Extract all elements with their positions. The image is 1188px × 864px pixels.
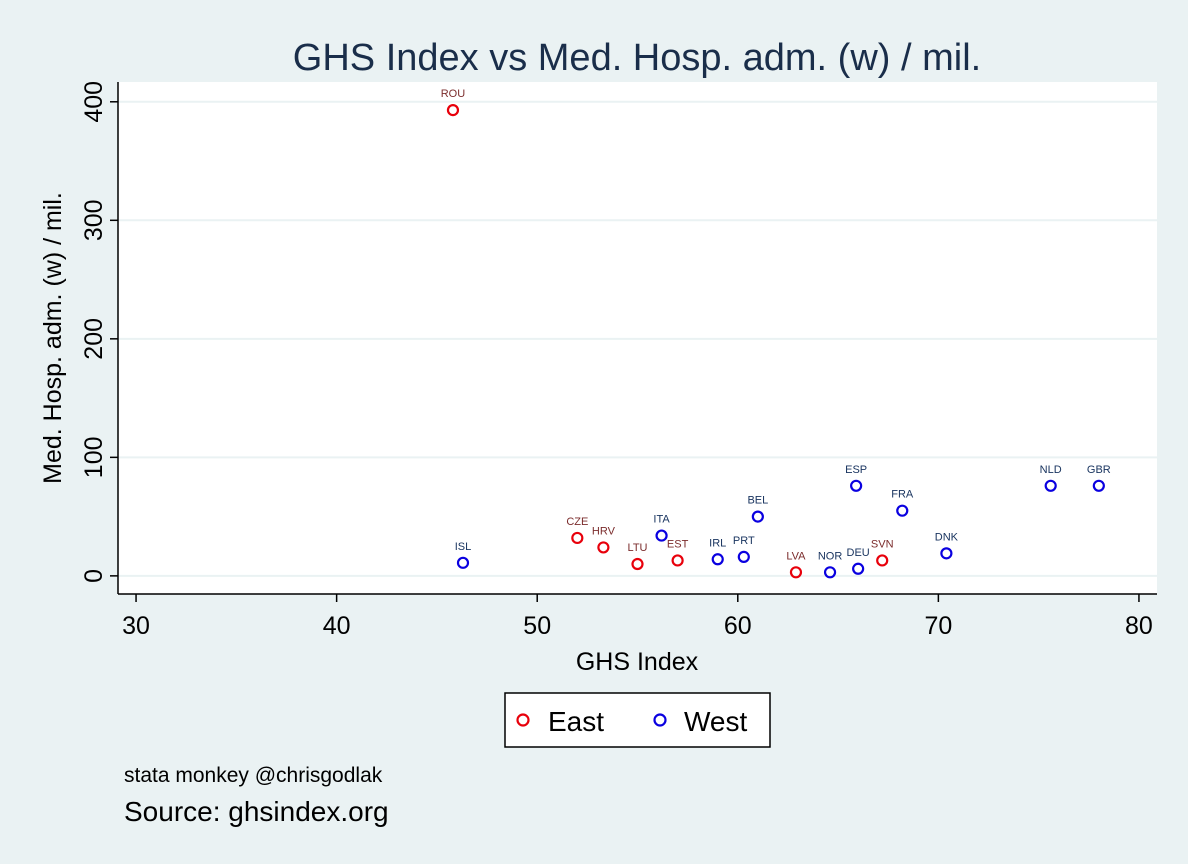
data-point-ltu [631, 557, 644, 571]
data-point-est [671, 554, 684, 567]
point-label-fra: FRA [891, 489, 914, 501]
data-point-ita [655, 529, 668, 542]
x-axis-ticks: 30 40 50 60 70 80 [122, 594, 1153, 640]
point-label-ita: ITA [653, 514, 670, 526]
source-note: Source: ghsindex.org [124, 796, 389, 827]
point-label-est: EST [667, 538, 689, 550]
data-point-fra [896, 504, 909, 517]
y-tick-label: 100 [80, 436, 108, 478]
data-point-irl [711, 553, 724, 566]
legend-box [504, 692, 771, 748]
y-tick-label: 300 [80, 199, 108, 241]
point-label-gbr: GBR [1087, 464, 1111, 476]
data-point-nld [1044, 479, 1057, 492]
point-label-prt: PRT [733, 535, 755, 547]
data-point-svn [876, 554, 889, 567]
point-label-ltu: LTU [628, 542, 648, 554]
data-point-isl [456, 556, 470, 569]
x-tick-label: 40 [323, 612, 351, 640]
x-tick-label: 70 [924, 612, 952, 640]
point-label-hrv: HRV [592, 525, 616, 537]
point-label-cze: CZE [566, 516, 588, 528]
legend-marker-west [653, 713, 667, 727]
chart-title: GHS Index vs Med. Hosp. adm. (w) / mil. [293, 37, 981, 79]
y-tick-label: 400 [80, 81, 108, 123]
data-point-deu [852, 562, 865, 575]
legend-label-west: West [684, 706, 747, 737]
point-label-deu: DEU [847, 547, 870, 559]
point-label-lva: LVA [786, 550, 806, 562]
y-tick-label: 0 [80, 569, 108, 583]
data-point-bel [751, 510, 764, 523]
y-axis-ticks: 0 100 200 300 400 [80, 81, 118, 583]
legend: East West [504, 692, 771, 748]
point-label-isl: ISL [455, 541, 472, 553]
legend-marker-east [516, 713, 530, 727]
data-point-lva [789, 566, 803, 579]
point-label-rou: ROU [441, 88, 466, 100]
data-points: ROU CZE HRV LTU EST LVA SVN ISL ITA IRL PRT BEL NOR D… [441, 88, 1111, 579]
data-point-gbr [1092, 479, 1105, 492]
point-label-svn: SVN [871, 538, 894, 550]
point-label-irl: IRL [709, 537, 726, 549]
y-axis-label: Med. Hosp. adm. (w) / mil. [39, 192, 67, 484]
point-label-bel: BEL [747, 495, 768, 507]
x-tick-label: 50 [523, 612, 551, 640]
data-point-nor [823, 566, 837, 579]
data-point-prt [737, 550, 750, 564]
x-tick-label: 60 [724, 612, 752, 640]
data-point-esp [850, 479, 863, 492]
point-label-nld: NLD [1040, 464, 1062, 476]
x-tick-label: 80 [1125, 612, 1153, 640]
gridlines [118, 100, 1157, 577]
data-point-hrv [597, 541, 610, 554]
point-label-esp: ESP [845, 464, 867, 476]
credit-note: stata monkey @chrisgodlak [124, 764, 383, 787]
point-label-nor: NOR [818, 550, 843, 562]
y-tick-label: 200 [80, 318, 108, 360]
legend-label-east: East [548, 706, 604, 737]
x-tick-label: 30 [122, 612, 150, 640]
x-axis-label: GHS Index [576, 648, 699, 676]
point-label-dnk: DNK [935, 531, 959, 543]
data-point-cze [571, 531, 584, 545]
data-point-dnk [940, 547, 953, 560]
data-point-rou [446, 103, 460, 117]
